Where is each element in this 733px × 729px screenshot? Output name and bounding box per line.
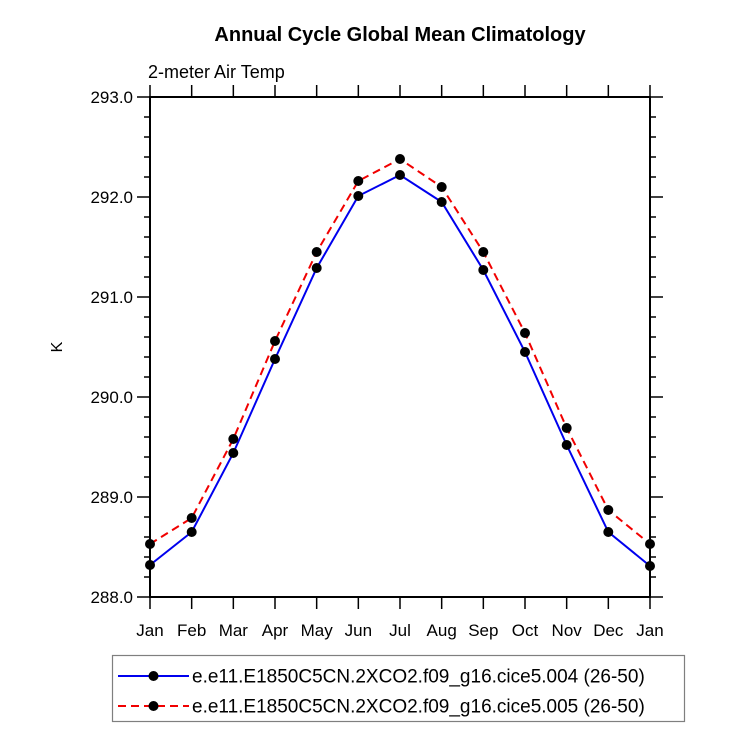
x-tick-label: Jul xyxy=(389,621,411,640)
legend-marker-dot xyxy=(148,671,159,681)
data-point-marker xyxy=(228,434,239,444)
y-tick-label: 288.0 xyxy=(90,588,133,607)
y-axis-label: K xyxy=(49,341,66,352)
data-point-marker xyxy=(186,513,197,523)
plot-generated-layer: Jan Feb Mar Apr May Jun Jul Aug Sep Oct Nov Dec Jan2… xyxy=(90,85,664,640)
data-point-marker xyxy=(520,328,530,338)
data-point-marker xyxy=(311,263,322,273)
x-tick-label: Oct xyxy=(512,621,539,640)
x-tick-label: May xyxy=(301,621,334,640)
data-point-marker xyxy=(186,527,197,537)
data-point-marker xyxy=(395,154,405,164)
y-tick-label: 291.0 xyxy=(90,288,133,307)
legend-label-series-005: e.e11.E1850C5CN.2XCO2.f09_g16.cice5.005 … xyxy=(192,697,645,718)
legend-box xyxy=(111,654,686,723)
data-point-marker xyxy=(520,347,530,357)
data-point-marker xyxy=(270,354,280,364)
y-tick-label: 292.0 xyxy=(90,188,133,207)
x-tick-label: Aug xyxy=(427,621,457,640)
x-tick-label: Feb xyxy=(177,621,206,640)
data-point-marker xyxy=(270,336,280,346)
y-tick-label: 289.0 xyxy=(90,488,133,507)
data-point-marker xyxy=(436,182,447,192)
legend: e.e11.E1850C5CN.2XCO2.f09_g16.cice5.004 … xyxy=(111,654,686,723)
data-point-marker xyxy=(436,197,447,207)
legend-label-series-004: e.e11.E1850C5CN.2XCO2.f09_g16.cice5.004 … xyxy=(192,667,645,688)
series-line xyxy=(149,157,651,545)
data-point-marker xyxy=(353,191,364,201)
x-tick-label: Jan xyxy=(136,621,163,640)
data-point-marker xyxy=(395,170,405,180)
plot-frame xyxy=(149,96,651,598)
series-line xyxy=(149,173,651,567)
data-point-marker xyxy=(353,176,364,186)
x-tick-label: Jun xyxy=(345,621,372,640)
data-point-marker xyxy=(603,505,614,515)
chart-subtitle: 2-meter Air Temp xyxy=(148,62,285,82)
x-tick-label: Nov xyxy=(552,621,583,640)
y-tick-label: 290.0 xyxy=(90,388,133,407)
x-tick-label: Dec xyxy=(593,621,624,640)
y-tick-label: 293.0 xyxy=(90,88,133,107)
x-tick-label: Sep xyxy=(468,621,498,640)
legend-entry-series-005: e.e11.E1850C5CN.2XCO2.f09_g16.cice5.005 … xyxy=(118,697,645,718)
legend-marker-dot xyxy=(148,701,159,711)
x-tick-label: Mar xyxy=(219,621,249,640)
data-point-marker xyxy=(603,527,614,537)
x-tick-label: Apr xyxy=(262,621,289,640)
chart-title: Annual Cycle Global Mean Climatology xyxy=(214,24,586,46)
data-point-marker xyxy=(561,440,572,450)
data-point-marker xyxy=(311,247,322,257)
data-point-marker xyxy=(478,265,489,275)
data-point-marker xyxy=(478,247,489,257)
legend-entry-series-004: e.e11.E1850C5CN.2XCO2.f09_g16.cice5.004 … xyxy=(118,667,645,688)
data-point-marker xyxy=(561,423,572,433)
data-point-marker xyxy=(228,448,239,458)
x-tick-label: Jan xyxy=(636,621,663,640)
